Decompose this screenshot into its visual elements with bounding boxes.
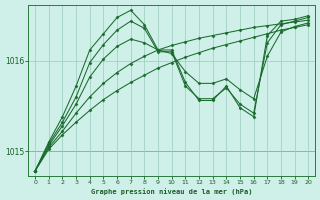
X-axis label: Graphe pression niveau de la mer (hPa): Graphe pression niveau de la mer (hPa) (91, 188, 252, 195)
